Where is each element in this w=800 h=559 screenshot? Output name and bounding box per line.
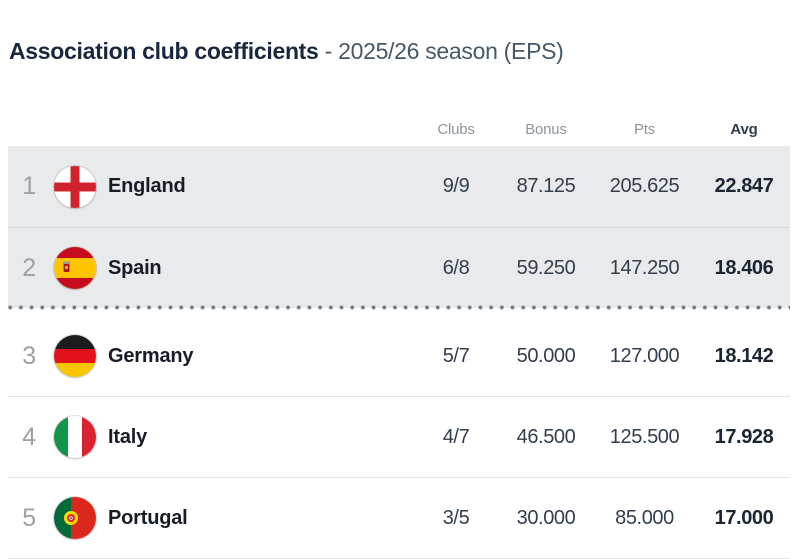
rank-number: 3 xyxy=(22,341,36,370)
pts-value: 125.500 xyxy=(609,425,680,448)
avg-value: 17.928 xyxy=(714,425,774,448)
column-header-pts: Pts xyxy=(633,120,656,138)
table-row[interactable]: 5 Portugal 3/5 30.000 85.000 17.000 xyxy=(8,478,790,559)
table-row[interactable]: 1 England 9/9 87.125 205.625 22.847 xyxy=(8,146,790,227)
bonus-value: 46.500 xyxy=(516,425,576,448)
avg-value: 22.847 xyxy=(714,175,774,197)
column-header-bonus: Bonus xyxy=(525,120,567,138)
germany-flag-icon xyxy=(54,335,96,377)
clubs-value: 5/7 xyxy=(442,344,470,367)
italy-flag-icon xyxy=(54,416,96,458)
spain-flag-icon xyxy=(54,247,96,289)
bonus-value: 50.000 xyxy=(516,344,576,367)
country-name: Portugal xyxy=(108,506,188,529)
table-row[interactable]: 2 Spain 6/8 59.250 147.250 18.406 xyxy=(8,227,790,310)
bonus-value: 59.250 xyxy=(516,256,576,279)
pts-value: 127.000 xyxy=(609,344,680,367)
country-name: Spain xyxy=(108,256,162,279)
page-title: Association club coefficients - 2025/26 … xyxy=(9,38,564,65)
avg-value: 17.000 xyxy=(714,506,774,529)
pts-value: 205.625 xyxy=(609,175,680,197)
page-title-season: - 2025/26 season (EPS) xyxy=(324,38,564,64)
column-header-clubs: Clubs xyxy=(437,120,475,138)
clubs-value: 6/8 xyxy=(442,256,470,279)
portugal-flag-icon xyxy=(54,497,96,539)
england-flag-icon xyxy=(54,165,96,208)
table-header-row: Clubs Bonus Pts Avg xyxy=(8,112,790,146)
rank-number: 4 xyxy=(22,422,36,451)
rank-number: 1 xyxy=(22,172,36,200)
clubs-value: 9/9 xyxy=(442,175,470,197)
avg-value: 18.406 xyxy=(714,256,774,279)
coefficient-table: Clubs Bonus Pts Avg 1 England 9/9 87.125… xyxy=(8,112,790,559)
table-row[interactable]: 3 Germany 5/7 50.000 127.000 18.142 xyxy=(8,316,790,397)
pts-value: 147.250 xyxy=(609,256,680,279)
qualification-cutoff-line xyxy=(8,305,790,310)
bonus-value: 30.000 xyxy=(516,506,576,529)
page-title-main: Association club coefficients xyxy=(9,38,319,64)
clubs-value: 4/7 xyxy=(442,425,470,448)
avg-value: 18.142 xyxy=(714,344,774,367)
country-name: England xyxy=(108,175,186,197)
pts-value: 85.000 xyxy=(615,506,674,529)
rank-number: 5 xyxy=(22,503,36,532)
rank-number: 2 xyxy=(22,253,36,282)
table-row[interactable]: 4 Italy 4/7 46.500 125.500 17.928 xyxy=(8,397,790,478)
country-name: Italy xyxy=(108,425,148,448)
bonus-value: 87.125 xyxy=(516,175,576,197)
clubs-value: 3/5 xyxy=(442,506,470,529)
column-header-avg: Avg xyxy=(730,120,758,138)
coefficient-table-body: 1 England 9/9 87.125 205.625 22.847 2 Sp… xyxy=(8,146,790,559)
country-name: Germany xyxy=(108,344,194,367)
